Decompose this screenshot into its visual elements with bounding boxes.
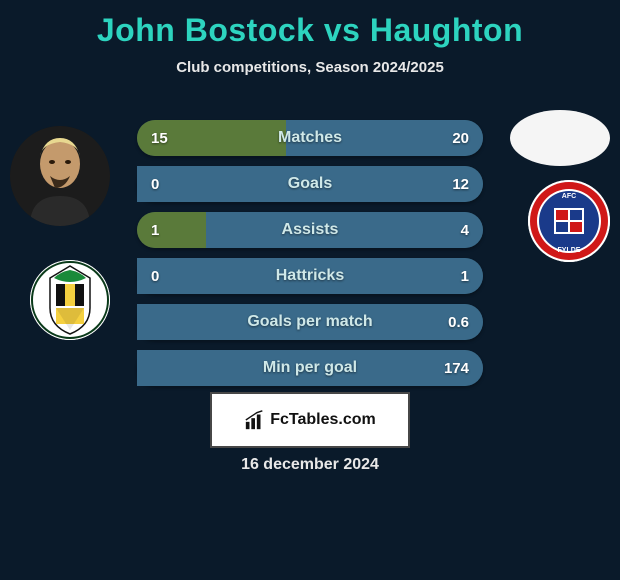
chart-icon — [244, 409, 266, 431]
stat-fill-left — [137, 212, 206, 248]
stat-row: Min per goal 174 — [137, 350, 483, 386]
attribution-text: FcTables.com — [270, 411, 376, 429]
stat-value-left: 15 — [151, 130, 168, 147]
stat-fill-right — [206, 212, 483, 248]
stat-row: 1 Assists 4 — [137, 212, 483, 248]
stat-label: Matches — [278, 129, 342, 147]
stat-value-left: 1 — [151, 222, 159, 239]
comparison-subtitle: Club competitions, Season 2024/2025 — [0, 59, 620, 76]
attribution-box: FcTables.com — [210, 392, 410, 448]
stat-value-right: 0.6 — [448, 314, 469, 331]
stat-label: Min per goal — [263, 359, 357, 377]
svg-text:FYLDE: FYLDE — [558, 247, 581, 254]
date-label: 16 december 2024 — [241, 456, 379, 474]
stat-row: 0 Goals 12 — [137, 166, 483, 202]
stat-label: Goals per match — [247, 313, 372, 331]
stats-container: 15 Matches 20 0 Goals 12 1 Assists 4 0 Hattricks 1 G… — [137, 120, 483, 396]
stat-value-left: 0 — [151, 268, 159, 285]
stat-value-right: 20 — [452, 130, 469, 147]
player-left-photo — [10, 126, 110, 226]
stat-label: Assists — [282, 221, 339, 239]
stat-row: 0 Hattricks 1 — [137, 258, 483, 294]
stat-label: Goals — [288, 175, 332, 193]
club-left-badge — [30, 260, 110, 340]
stat-label: Hattricks — [276, 267, 344, 285]
stat-value-right: 4 — [461, 222, 469, 239]
stat-value-left: 0 — [151, 176, 159, 193]
svg-text:AFC: AFC — [562, 193, 576, 200]
player-right-photo — [510, 110, 610, 166]
stat-row: Goals per match 0.6 — [137, 304, 483, 340]
stat-value-right: 12 — [452, 176, 469, 193]
stat-row: 15 Matches 20 — [137, 120, 483, 156]
comparison-title: John Bostock vs Haughton — [0, 0, 620, 49]
stat-value-right: 1 — [461, 268, 469, 285]
club-right-badge: AFC FYLDE — [528, 180, 610, 262]
stat-value-right: 174 — [444, 360, 469, 377]
